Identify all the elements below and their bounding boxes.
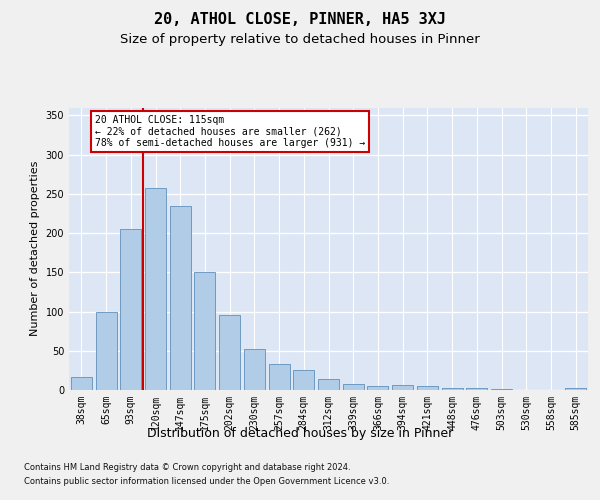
Text: Contains HM Land Registry data © Crown copyright and database right 2024.: Contains HM Land Registry data © Crown c… [24, 462, 350, 471]
Bar [417, 386, 438, 390]
Text: 20 ATHOL CLOSE: 115sqm
← 22% of detached houses are smaller (262)
78% of semi-de: 20 ATHOL CLOSE: 115sqm ← 22% of detached… [95, 114, 365, 148]
Bar [219, 316, 240, 390]
Bar [120, 229, 141, 390]
Bar [442, 388, 463, 390]
Bar [95, 312, 116, 390]
Bar [466, 388, 487, 390]
Bar [565, 388, 586, 390]
Bar [145, 188, 166, 390]
Bar [244, 349, 265, 390]
Bar [269, 364, 290, 390]
Bar [318, 379, 339, 390]
Text: Contains public sector information licensed under the Open Government Licence v3: Contains public sector information licen… [24, 478, 389, 486]
Text: Size of property relative to detached houses in Pinner: Size of property relative to detached ho… [120, 32, 480, 46]
Bar [343, 384, 364, 390]
Text: 20, ATHOL CLOSE, PINNER, HA5 3XJ: 20, ATHOL CLOSE, PINNER, HA5 3XJ [154, 12, 446, 28]
Bar [392, 386, 413, 390]
Bar [194, 272, 215, 390]
Bar [170, 206, 191, 390]
Y-axis label: Number of detached properties: Number of detached properties [30, 161, 40, 336]
Bar [491, 389, 512, 390]
Bar [293, 370, 314, 390]
Bar [367, 386, 388, 390]
Bar [71, 376, 92, 390]
Text: Distribution of detached houses by size in Pinner: Distribution of detached houses by size … [147, 428, 453, 440]
